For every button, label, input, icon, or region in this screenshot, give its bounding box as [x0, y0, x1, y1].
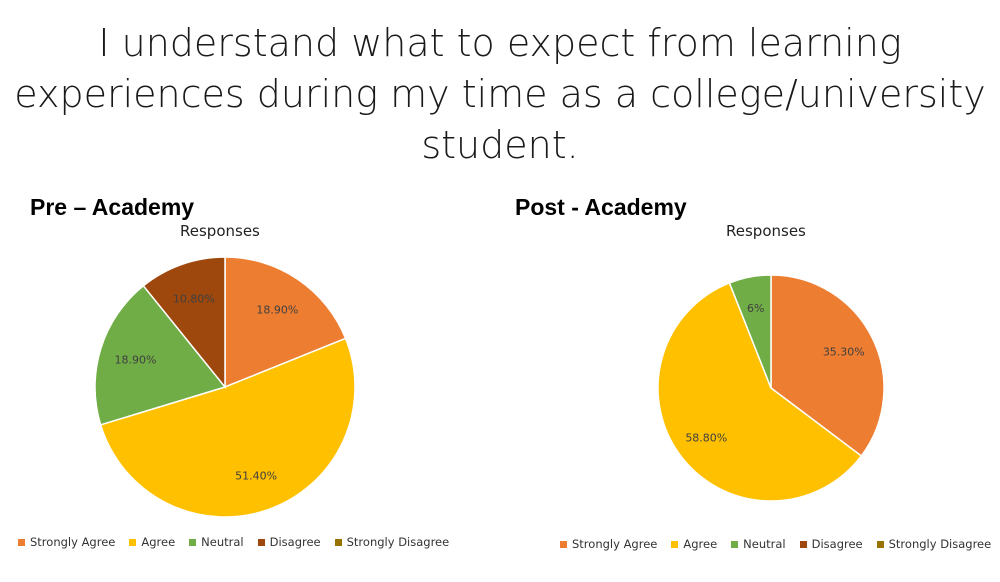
legend-label: Agree [683, 537, 718, 551]
pie-slice-disagree [142, 256, 226, 390]
legend-item-disagree: Disagree [799, 537, 863, 551]
legend-item-strongly-agree: Strongly Agree [18, 535, 115, 549]
pie-slice-agree [657, 281, 863, 502]
legend-swatch [731, 540, 739, 548]
post-chart-title: Responses [726, 222, 806, 240]
legend-label: Agree [141, 535, 176, 549]
legend-swatch [560, 540, 567, 548]
legend-swatch [18, 538, 25, 546]
legend-label: Strongly Agree [30, 535, 116, 549]
legend-label: Disagree [269, 535, 321, 549]
legend-swatch [671, 540, 679, 548]
pie-slice-neutral [728, 274, 772, 389]
legend-label: Disagree [811, 537, 863, 551]
legend-swatch [876, 540, 884, 548]
legend-item-agree: Agree [671, 537, 717, 551]
legend-item-strongly-disagree: Strongly Disagree [334, 535, 450, 549]
legend-swatch [257, 538, 265, 546]
legend-item-neutral: Neutral [731, 537, 786, 551]
slice-label-disagree: 10.80% [173, 293, 215, 306]
legend-swatch [129, 538, 137, 546]
legend-label: Strongly Disagree [346, 535, 450, 549]
pie-slice-neutral [94, 284, 227, 426]
legend-label: Neutral [201, 535, 244, 549]
legend-item-strongly-agree: Strongly Agree [560, 537, 657, 551]
slice-label-neutral: 18.90% [115, 353, 157, 366]
pre-chart-title: Responses [180, 222, 260, 240]
slice-label-neutral: 6% [747, 302, 764, 315]
legend-item-disagree: Disagree [257, 535, 321, 549]
pie-slice-agree [99, 337, 356, 518]
legend-swatch [799, 540, 807, 548]
slice-label-strongly-agree: 35.30% [823, 346, 865, 359]
slice-label-agree: 51.40% [235, 469, 277, 482]
slice-label-agree: 58.80% [685, 431, 727, 444]
legend-swatch [189, 538, 197, 546]
legend-item-strongly-disagree: Strongly Disagree [876, 537, 992, 551]
slice-label-strongly-agree: 18.90% [256, 303, 298, 316]
pre-chart-legend: Strongly Agree Agree Neutral Disagree Strong… [18, 535, 449, 549]
pie-slice-strongly-agree [770, 274, 885, 457]
pre-academy-heading: Pre – Academy [30, 194, 195, 220]
pie-slice-strongly-agree [224, 256, 347, 389]
post-academy-heading: Post - Academy [515, 194, 687, 220]
legend-swatch [334, 538, 342, 546]
slide-title: I understand what to expect from learnin… [14, 21, 986, 167]
legend-label: Neutral [743, 537, 786, 551]
legend-item-agree: Agree [129, 535, 175, 549]
legend-label: Strongly Agree [572, 537, 658, 551]
legend-item-neutral: Neutral [189, 535, 244, 549]
post-chart-legend: Strongly Agree Agree Neutral Disagree Strong… [560, 537, 991, 551]
legend-label: Strongly Disagree [888, 537, 992, 551]
